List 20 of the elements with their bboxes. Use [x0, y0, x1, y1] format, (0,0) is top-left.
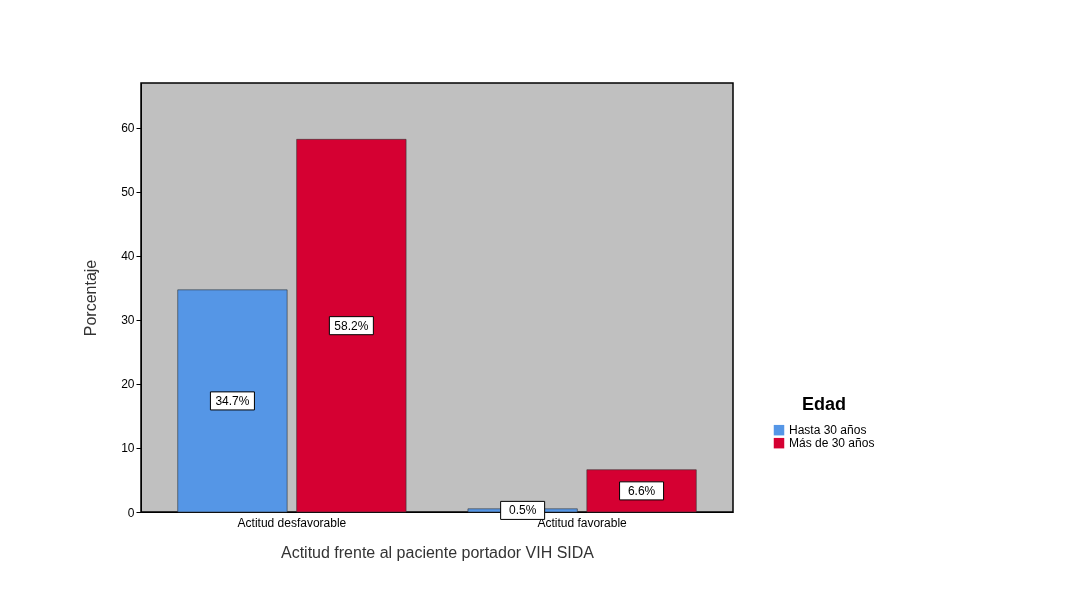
bar: [296, 139, 407, 513]
x-axis-title: Actitud frente al paciente portador VIH SIDA: [280, 543, 595, 561]
data-label: 34.7%: [215, 393, 250, 408]
legend-title: Edad: [801, 394, 847, 415]
x-tick-label: Actitud favorable: [537, 515, 628, 530]
y-tick-label: 20: [121, 377, 135, 392]
y-tick-label: 40: [121, 249, 135, 264]
y-tick-label: 0: [127, 505, 135, 520]
y-axis-title: Porcentaje: [82, 259, 100, 337]
data-label: 0.5%: [508, 503, 537, 518]
legend-label: Hasta 30 años: [789, 423, 867, 438]
y-tick-label: 30: [121, 313, 135, 328]
y-tick-label: 10: [121, 441, 135, 456]
data-label: 58.2%: [334, 318, 369, 333]
y-tick-label: 60: [121, 121, 135, 136]
legend-label: Más de 30 años: [789, 436, 875, 451]
x-tick-label: Actitud desfavorable: [237, 515, 347, 530]
y-tick-label: 50: [121, 185, 135, 200]
bar: [177, 289, 288, 513]
data-label: 6.6%: [627, 483, 656, 498]
